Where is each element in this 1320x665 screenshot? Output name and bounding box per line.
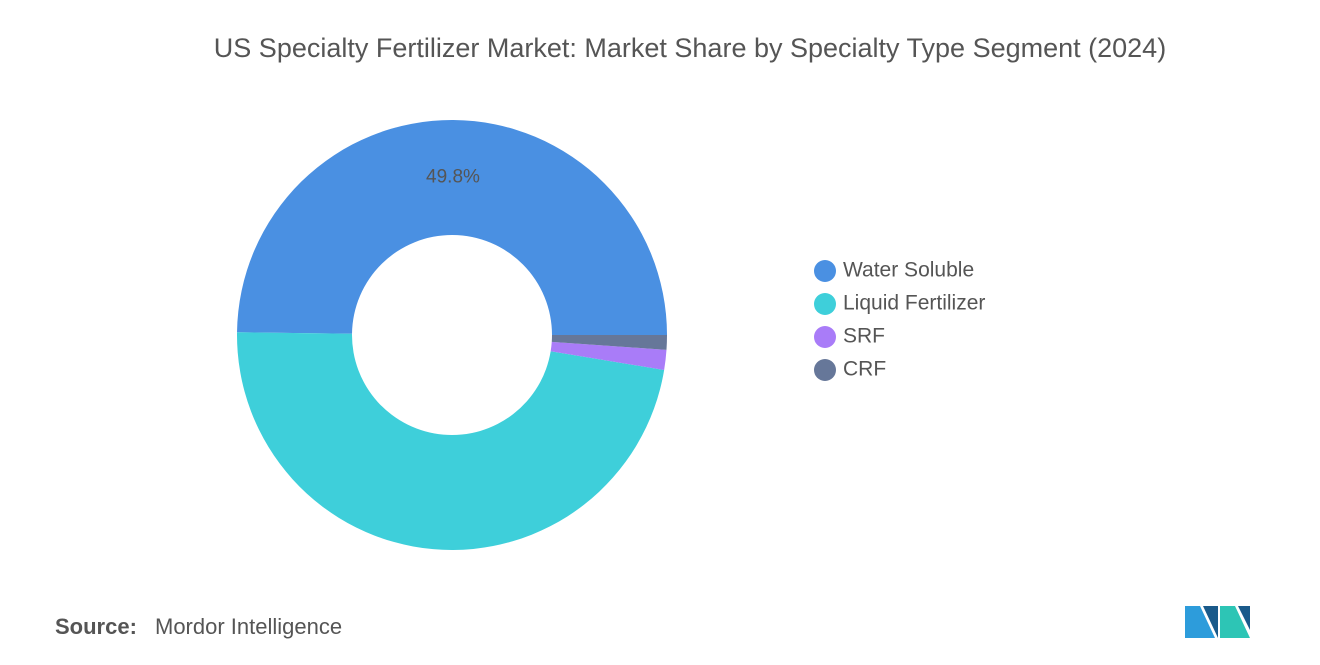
legend-marker [814, 326, 836, 348]
donut-slice [237, 332, 665, 550]
legend-label: Water Soluble [843, 259, 974, 282]
legend-marker [814, 359, 836, 381]
source-label: Source: [55, 614, 137, 639]
value-label: 49.8% [426, 167, 480, 188]
legend-label: Liquid Fertilizer [843, 292, 985, 315]
donut-slice [550, 341, 667, 370]
donut-slice [237, 119, 668, 335]
legend-marker [814, 293, 836, 315]
legend-marker [814, 260, 836, 282]
source: Mordor Intelligence [155, 614, 342, 639]
legend-label: CRF [843, 358, 886, 381]
chart-title: US Specialty Fertilizer Market: Market S… [214, 33, 1166, 63]
legend-label: SRF [843, 325, 885, 348]
donut-slice [551, 335, 667, 350]
logo [1185, 606, 1250, 638]
